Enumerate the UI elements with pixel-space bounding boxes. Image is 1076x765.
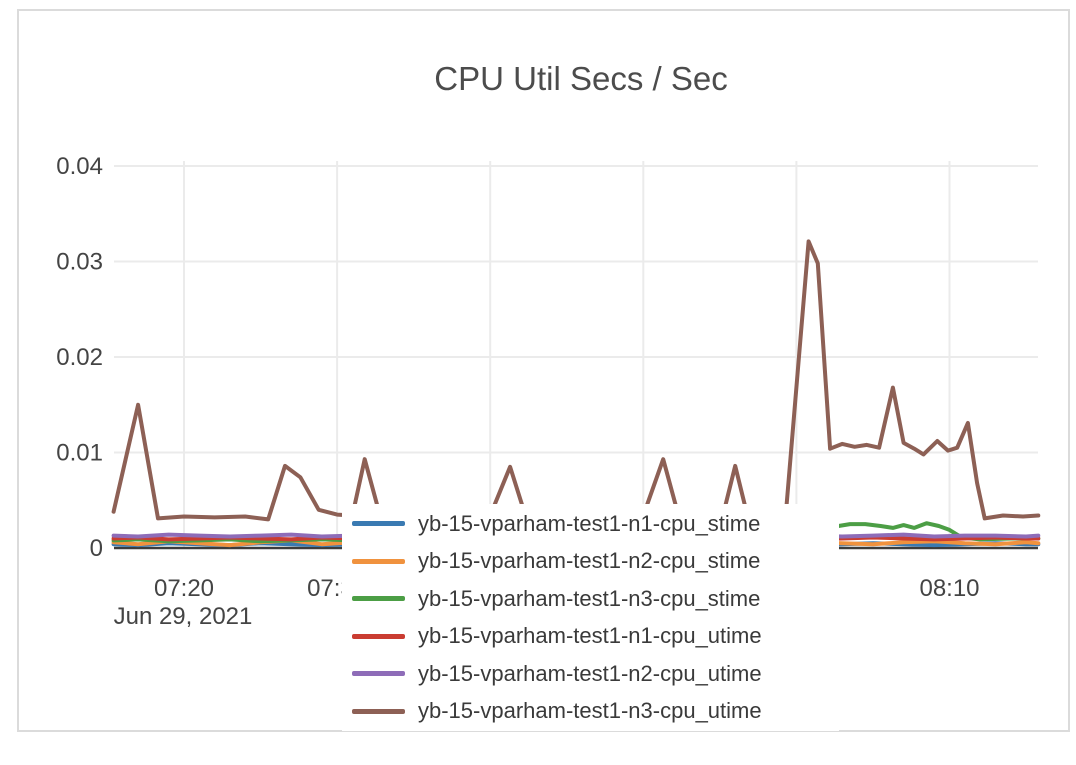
legend-item[interactable]: yb-15-vparham-test1-n1-cpu_stime [342,506,839,541]
y-tick-label: 0.04 [56,153,103,180]
series-line-yb-15-vparham-test1-n3-cpu_utime [111,239,1041,522]
legend-label: yb-15-vparham-test1-n1-cpu_utime [418,623,762,649]
legend-label: yb-15-vparham-test1-n2-cpu_utime [418,660,762,686]
legend-item[interactable]: yb-15-vparham-test1-n1-cpu_utime [342,619,839,654]
y-tick-label: 0.01 [56,440,103,467]
grid-layer [114,161,1038,550]
legend-item[interactable]: yb-15-vparham-test1-n3-cpu_utime [342,694,839,729]
x-tick-label: 07:20 [154,575,214,602]
legend-label: yb-15-vparham-test1-n2-cpu_stime [418,548,761,574]
x-axis-date-label: Jun 29, 2021 [114,603,253,630]
legend-item[interactable]: yb-15-vparham-test1-n2-cpu_stime [342,544,839,579]
legend-label: yb-15-vparham-test1-n3-cpu_utime [418,698,762,724]
y-tick-label: 0.03 [56,249,103,276]
chart-title: CPU Util Secs / Sec [434,60,727,97]
legend-swatch-line [352,633,405,639]
legend-swatch-line [352,708,405,714]
legend-item[interactable]: yb-15-vparham-test1-n2-cpu_utime [342,656,839,691]
x-tick-label: 08:10 [919,575,979,602]
legend-label: yb-15-vparham-test1-n3-cpu_stime [418,585,761,611]
legend-swatch-line [352,671,405,677]
legend-swatch-line [352,558,405,564]
legend-swatch-line [352,521,405,526]
legend: yb-15-vparham-test1-n1-cpu_stime yb-15-vp… [342,504,839,731]
legend-swatch-line [352,596,405,602]
y-tick-label: 0.02 [56,344,103,371]
legend-item[interactable]: yb-15-vparham-test1-n3-cpu_stime [342,581,839,616]
y-tick-label: 0 [90,535,103,562]
chart-card: 00.010.020.030.0407:2007:3007:4007:5008:… [17,9,1070,732]
legend-label: yb-15-vparham-test1-n1-cpu_stime [418,510,761,536]
series-layer [111,239,1041,548]
